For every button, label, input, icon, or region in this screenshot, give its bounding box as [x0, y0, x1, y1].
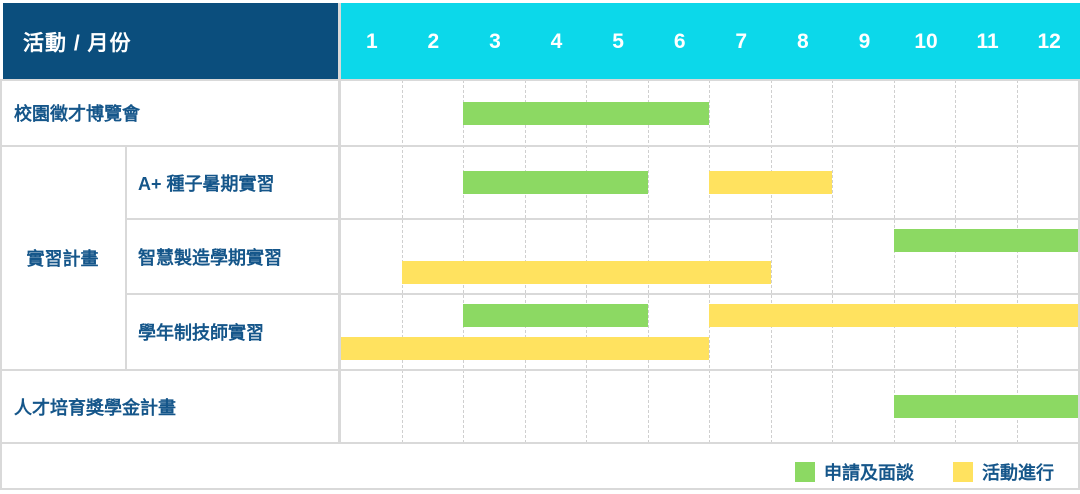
- row-label: 人才培育獎學金計畫: [14, 397, 176, 418]
- month-label: 6: [673, 29, 686, 53]
- legend-item: 申請及面談: [795, 458, 914, 486]
- month-label: 9: [858, 29, 871, 53]
- row-divider: [0, 369, 1080, 371]
- column-divider: [0, 80, 2, 489]
- corner-header: 活動 / 月份: [3, 3, 338, 80]
- month-label: 5: [612, 29, 624, 53]
- legend-item: 活動進行: [953, 458, 1054, 486]
- group-label: 實習計畫: [26, 249, 99, 269]
- row-divider: [0, 488, 1080, 490]
- gantt-bar: [709, 304, 1078, 327]
- row-label: 學年制技師實習: [138, 323, 264, 343]
- gantt-bar: [401, 261, 771, 284]
- gantt-bar: [463, 101, 709, 125]
- legend-label: 申請及面談: [824, 463, 914, 483]
- month-gridline: [1016, 80, 1018, 443]
- column-divider: [125, 146, 127, 370]
- row-divider: [0, 79, 1080, 81]
- gantt-bar: [893, 395, 1078, 418]
- months-header: 1 2 3 4 5 6 7 8 9 10 11 12: [341, 3, 1080, 80]
- legend-label: 活動進行: [982, 463, 1054, 483]
- month-label: 1: [365, 29, 378, 53]
- month-label: 10: [914, 29, 938, 53]
- gantt-bar: [340, 337, 709, 360]
- gantt-bar: [893, 229, 1078, 252]
- row-divider: [0, 442, 1080, 444]
- legend-swatch-yellow: [953, 462, 973, 482]
- gantt-bar: [709, 171, 832, 194]
- month-label: 3: [489, 29, 501, 53]
- row-divider: [125, 218, 1080, 220]
- row-label: 校園徵才博覽會: [14, 104, 140, 124]
- month-gridline: [832, 80, 833, 443]
- month-label: 12: [1037, 29, 1061, 53]
- month-label: 11: [976, 29, 999, 53]
- gantt-bar: [463, 171, 648, 194]
- month-gridline: [893, 80, 895, 443]
- row-label: A+ 種子暑期實習: [138, 173, 275, 194]
- month-gridline: [770, 80, 772, 443]
- month-label: 2: [427, 29, 440, 53]
- month-gridline: [955, 80, 956, 443]
- column-divider: [338, 3, 341, 443]
- row-label: 智慧製造學期實習: [138, 247, 282, 268]
- corner-header-label: 活動 / 月份: [23, 31, 132, 55]
- month-label: 7: [735, 29, 748, 53]
- month-label: 4: [550, 29, 563, 53]
- column-divider: [1078, 80, 1080, 489]
- row-divider: [0, 145, 1080, 147]
- row-divider: [125, 293, 1080, 295]
- month-label: 8: [796, 29, 809, 53]
- gantt-bar: [463, 304, 648, 327]
- legend-swatch-green: [795, 462, 815, 482]
